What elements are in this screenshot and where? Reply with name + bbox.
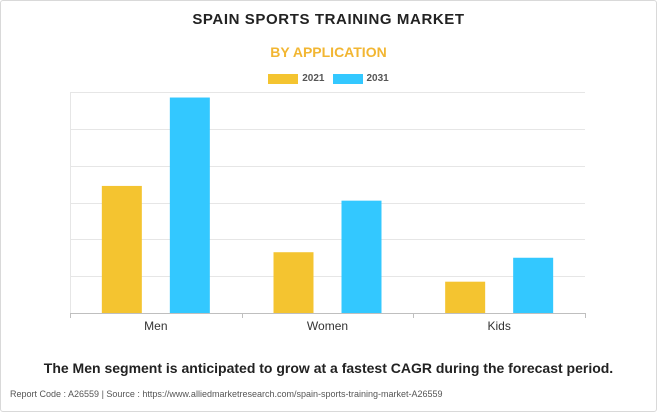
chart-footnote: The Men segment is anticipated to grow a… bbox=[43, 360, 614, 376]
bar-kids-2021 bbox=[445, 281, 486, 313]
bar-kids-2031 bbox=[513, 257, 554, 313]
x-tick-label: Women bbox=[307, 319, 348, 333]
bar-women-2021 bbox=[273, 252, 314, 313]
legend-swatch-2021 bbox=[268, 73, 299, 84]
bar-men-2031 bbox=[169, 97, 210, 314]
x-tick-label: Men bbox=[144, 319, 167, 333]
chart-title: SPAIN SPORTS TRAINING MARKET bbox=[192, 11, 465, 28]
legend-label-2031: 2031 bbox=[366, 73, 389, 84]
legend-swatch-2031 bbox=[332, 73, 363, 84]
legend-item-2021[interactable]: 2021 bbox=[268, 73, 325, 84]
chart-subtitle: BY APPLICATION bbox=[270, 44, 387, 60]
x-tick-label: Kids bbox=[487, 319, 510, 333]
source-line: Report Code : A26559 | Source : https://… bbox=[10, 389, 443, 399]
bar-men-2021 bbox=[101, 185, 142, 313]
bar-women-2031 bbox=[341, 200, 382, 313]
legend-label-2021: 2021 bbox=[302, 73, 325, 84]
legend-item-2031[interactable]: 2031 bbox=[332, 73, 389, 84]
legend: 2021 2031 bbox=[0, 73, 657, 84]
